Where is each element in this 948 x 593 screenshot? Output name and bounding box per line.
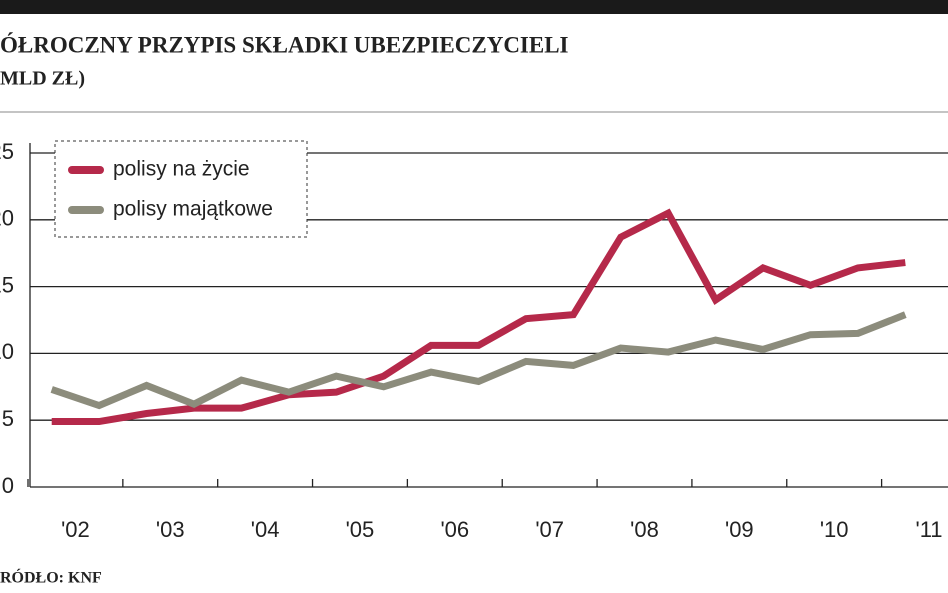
y-tick-label: 15 — [0, 272, 14, 297]
y-tick-label: 20 — [0, 206, 14, 231]
x-tick-label: '05 — [346, 517, 375, 542]
x-tick-label: '10 — [820, 517, 849, 542]
y-tick-label: 5 — [2, 406, 14, 431]
y-tick-label: 0 — [2, 473, 14, 498]
legend-box — [54, 140, 308, 238]
x-tick-label: '11 — [916, 517, 943, 542]
x-tick-label: '02 — [61, 517, 90, 542]
x-tick-label: '09 — [725, 517, 754, 542]
chart-subtitle: MLD ZŁ) — [0, 68, 85, 90]
series-line — [50, 311, 907, 410]
legend-label: polisy majątkowe — [113, 198, 273, 221]
legend-label: polisy na życie — [113, 158, 250, 181]
y-tick-label: 25 — [0, 139, 14, 164]
x-tick-label: '03 — [156, 517, 185, 542]
source: RÓDŁO: KNF — [0, 568, 102, 587]
chart-title: ÓŁROCZNY PRZYPIS SKŁADKI UBEZPIECZYCIELI — [0, 31, 569, 57]
x-tick-label: '04 — [251, 517, 280, 542]
series-line — [51, 208, 906, 426]
x-tick-label: '06 — [440, 517, 469, 542]
top-bar — [0, 0, 948, 14]
y-tick-label: 10 — [0, 339, 14, 364]
x-tick-label: '07 — [535, 517, 564, 542]
x-tick-label: '08 — [630, 517, 659, 542]
